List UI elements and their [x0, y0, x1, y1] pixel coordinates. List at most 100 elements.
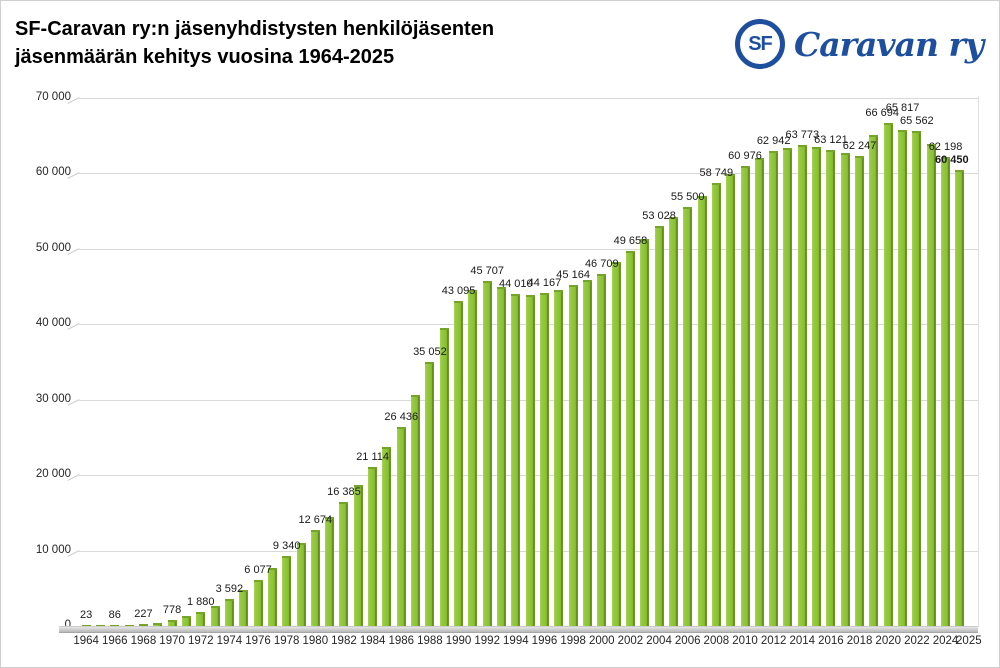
x-axis-label-1998: 1998 [560, 635, 586, 647]
bar-1987 [411, 395, 421, 628]
x-axis-label-1980: 1980 [302, 635, 329, 647]
bar-2019 [869, 134, 879, 628]
bar-1995 [525, 294, 535, 628]
logo-monogram: SF [748, 32, 773, 55]
bar-value-label-1980: 12 674 [298, 514, 333, 527]
bar-1992 [482, 281, 492, 628]
x-axis-label-2014: 2014 [789, 635, 816, 647]
x-axis-label-1988: 1988 [417, 635, 443, 647]
bar-2022 [912, 131, 922, 628]
y-axis-label-10000: 10 000 [35, 543, 71, 556]
bar-2008 [711, 182, 721, 628]
bar-2003 [640, 239, 650, 628]
bar-1975 [239, 589, 249, 628]
bar-1997 [554, 289, 564, 628]
bar-value-label-2014: 63 773 [785, 128, 820, 141]
x-axis-label-1974: 1974 [216, 635, 243, 647]
bar-2018 [855, 156, 865, 628]
bar-1999 [582, 279, 592, 628]
bar-value-label-2022: 65 562 [900, 115, 934, 128]
bar-2015 [812, 147, 822, 628]
x-axis-label-2024: 2024 [932, 635, 959, 647]
bar-1977 [267, 567, 277, 628]
bar-value-label-1988: 35 052 [413, 345, 447, 358]
y-axis-label-0: 0 [64, 619, 71, 631]
chart-title: SF-Caravan ry:n jäsenyhdistysten henkilö… [15, 15, 575, 72]
gridline-70000 [79, 98, 978, 99]
bar-1981 [325, 516, 335, 628]
bar-value-label-1970: 778 [162, 604, 182, 617]
bar-1990 [454, 300, 464, 628]
bar-1971 [181, 616, 191, 628]
x-axis-label-1990: 1990 [445, 635, 472, 647]
x-axis-label-1964: 1964 [73, 635, 99, 647]
bar-value-label-2021: 65 817 [885, 101, 920, 114]
bar-value-label-1972: 1 880 [186, 595, 215, 608]
bar-value-label-1978: 9 340 [272, 539, 301, 552]
bar-2025 [955, 170, 965, 628]
bar-2002 [625, 251, 635, 628]
y-axis-label-20000: 20 000 [35, 468, 71, 481]
chart-title-line1: SF-Caravan ry:n jäsenyhdistysten henkilö… [15, 18, 495, 40]
x-axis-label-2020: 2020 [875, 635, 902, 647]
bar-value-label-1990: 43 095 [441, 284, 476, 297]
bar-2009 [726, 174, 736, 628]
bar-2010 [740, 166, 750, 628]
x-axis-label-2004: 2004 [646, 635, 672, 647]
y-axis-label-60000: 60 000 [35, 166, 71, 179]
bar-2017 [840, 153, 850, 628]
bar-value-label-2024: 62 198 [928, 140, 963, 153]
bar-value-label-2008: 58 749 [699, 166, 734, 179]
bar-1982 [339, 502, 349, 628]
x-axis-label-1986: 1986 [388, 635, 415, 647]
bar-1976 [253, 580, 263, 628]
x-axis-label-1982: 1982 [331, 635, 357, 647]
bar-1993 [497, 286, 507, 628]
bar-2021 [898, 129, 908, 628]
bar-1978 [282, 555, 292, 628]
bar-2023 [926, 144, 936, 628]
bar-value-label-2000: 46 709 [584, 257, 619, 270]
bar-value-label-2016: 63 121 [814, 133, 848, 146]
x-axis-label-2022: 2022 [904, 635, 930, 647]
bar-value-label-1996: 44 167 [527, 276, 562, 289]
bar-1989 [439, 328, 449, 628]
bar-value-label-2004: 53 028 [642, 210, 676, 223]
bar-value-label-1994: 44 010 [499, 278, 533, 291]
bar-2001 [611, 262, 621, 628]
bar-value-label-2025: 60 450 [935, 154, 969, 167]
bar-value-label-1986: 26 436 [384, 410, 419, 423]
x-axis-label-2016: 2016 [818, 635, 844, 647]
bar-1972 [196, 611, 206, 628]
bar-1991 [468, 290, 478, 628]
x-axis-label-1976: 1976 [245, 635, 271, 647]
gridline-50000 [79, 248, 978, 250]
bar-2007 [697, 196, 707, 628]
sf-logo-icon: SF [734, 19, 785, 69]
bar-value-label-2012: 62 942 [756, 135, 791, 148]
chart-floor [59, 626, 978, 633]
bar-value-label-1998: 45 164 [556, 269, 590, 282]
bar-2011 [754, 158, 764, 628]
bar-1986 [396, 426, 406, 628]
gridline-60000 [79, 173, 978, 175]
x-axis-label-1966: 1966 [102, 635, 128, 647]
bar-2020 [883, 122, 893, 628]
x-axis-label-1984: 1984 [359, 635, 386, 647]
x-axis-label-1970: 1970 [159, 635, 185, 647]
x-axis-label-1992: 1992 [474, 635, 500, 647]
bar-value-label-1966: 86 [108, 609, 121, 621]
x-axis-label-1972: 1972 [187, 635, 214, 647]
x-axis-label-2025: 2025 [956, 635, 982, 647]
x-axis-label-1968: 1968 [130, 635, 157, 647]
x-axis-label-2008: 2008 [703, 635, 730, 647]
bar-1994 [511, 294, 521, 628]
bar-2013 [783, 147, 793, 628]
bar-value-label-2020: 66 694 [865, 106, 900, 119]
x-axis-label-2018: 2018 [846, 635, 873, 647]
bar-value-label-1974: 3 592 [215, 582, 244, 595]
bar-1996 [539, 292, 549, 628]
y-axis-label-40000: 40 000 [35, 317, 71, 330]
